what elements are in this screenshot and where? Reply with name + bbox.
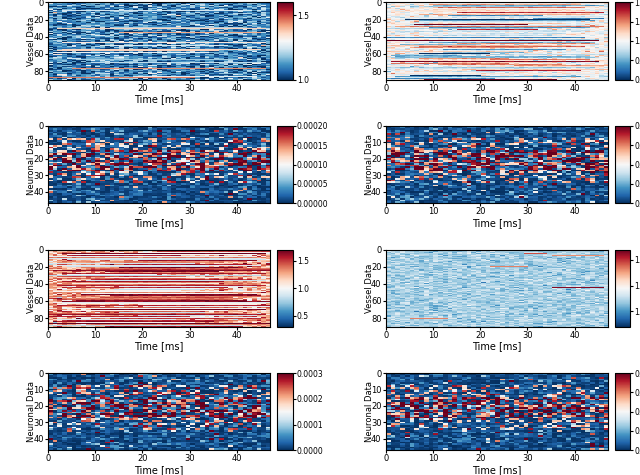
X-axis label: Time [ms]: Time [ms]	[472, 94, 522, 104]
Y-axis label: Vessel Data: Vessel Data	[28, 264, 36, 313]
X-axis label: Time [ms]: Time [ms]	[134, 218, 184, 228]
X-axis label: Time [ms]: Time [ms]	[472, 342, 522, 352]
X-axis label: Time [ms]: Time [ms]	[134, 94, 184, 104]
X-axis label: Time [ms]: Time [ms]	[134, 342, 184, 352]
Y-axis label: Vessel Data: Vessel Data	[365, 16, 374, 66]
X-axis label: Time [ms]: Time [ms]	[472, 465, 522, 475]
X-axis label: Time [ms]: Time [ms]	[472, 218, 522, 228]
Y-axis label: Neuronal Data: Neuronal Data	[28, 381, 36, 442]
Y-axis label: Vessel Data: Vessel Data	[28, 16, 36, 66]
Y-axis label: Neuronal Data: Neuronal Data	[365, 134, 374, 195]
Y-axis label: Vessel Data: Vessel Data	[365, 264, 374, 313]
Y-axis label: Neuronal Data: Neuronal Data	[28, 134, 36, 195]
Y-axis label: Neuronal Data: Neuronal Data	[365, 381, 374, 442]
X-axis label: Time [ms]: Time [ms]	[134, 465, 184, 475]
